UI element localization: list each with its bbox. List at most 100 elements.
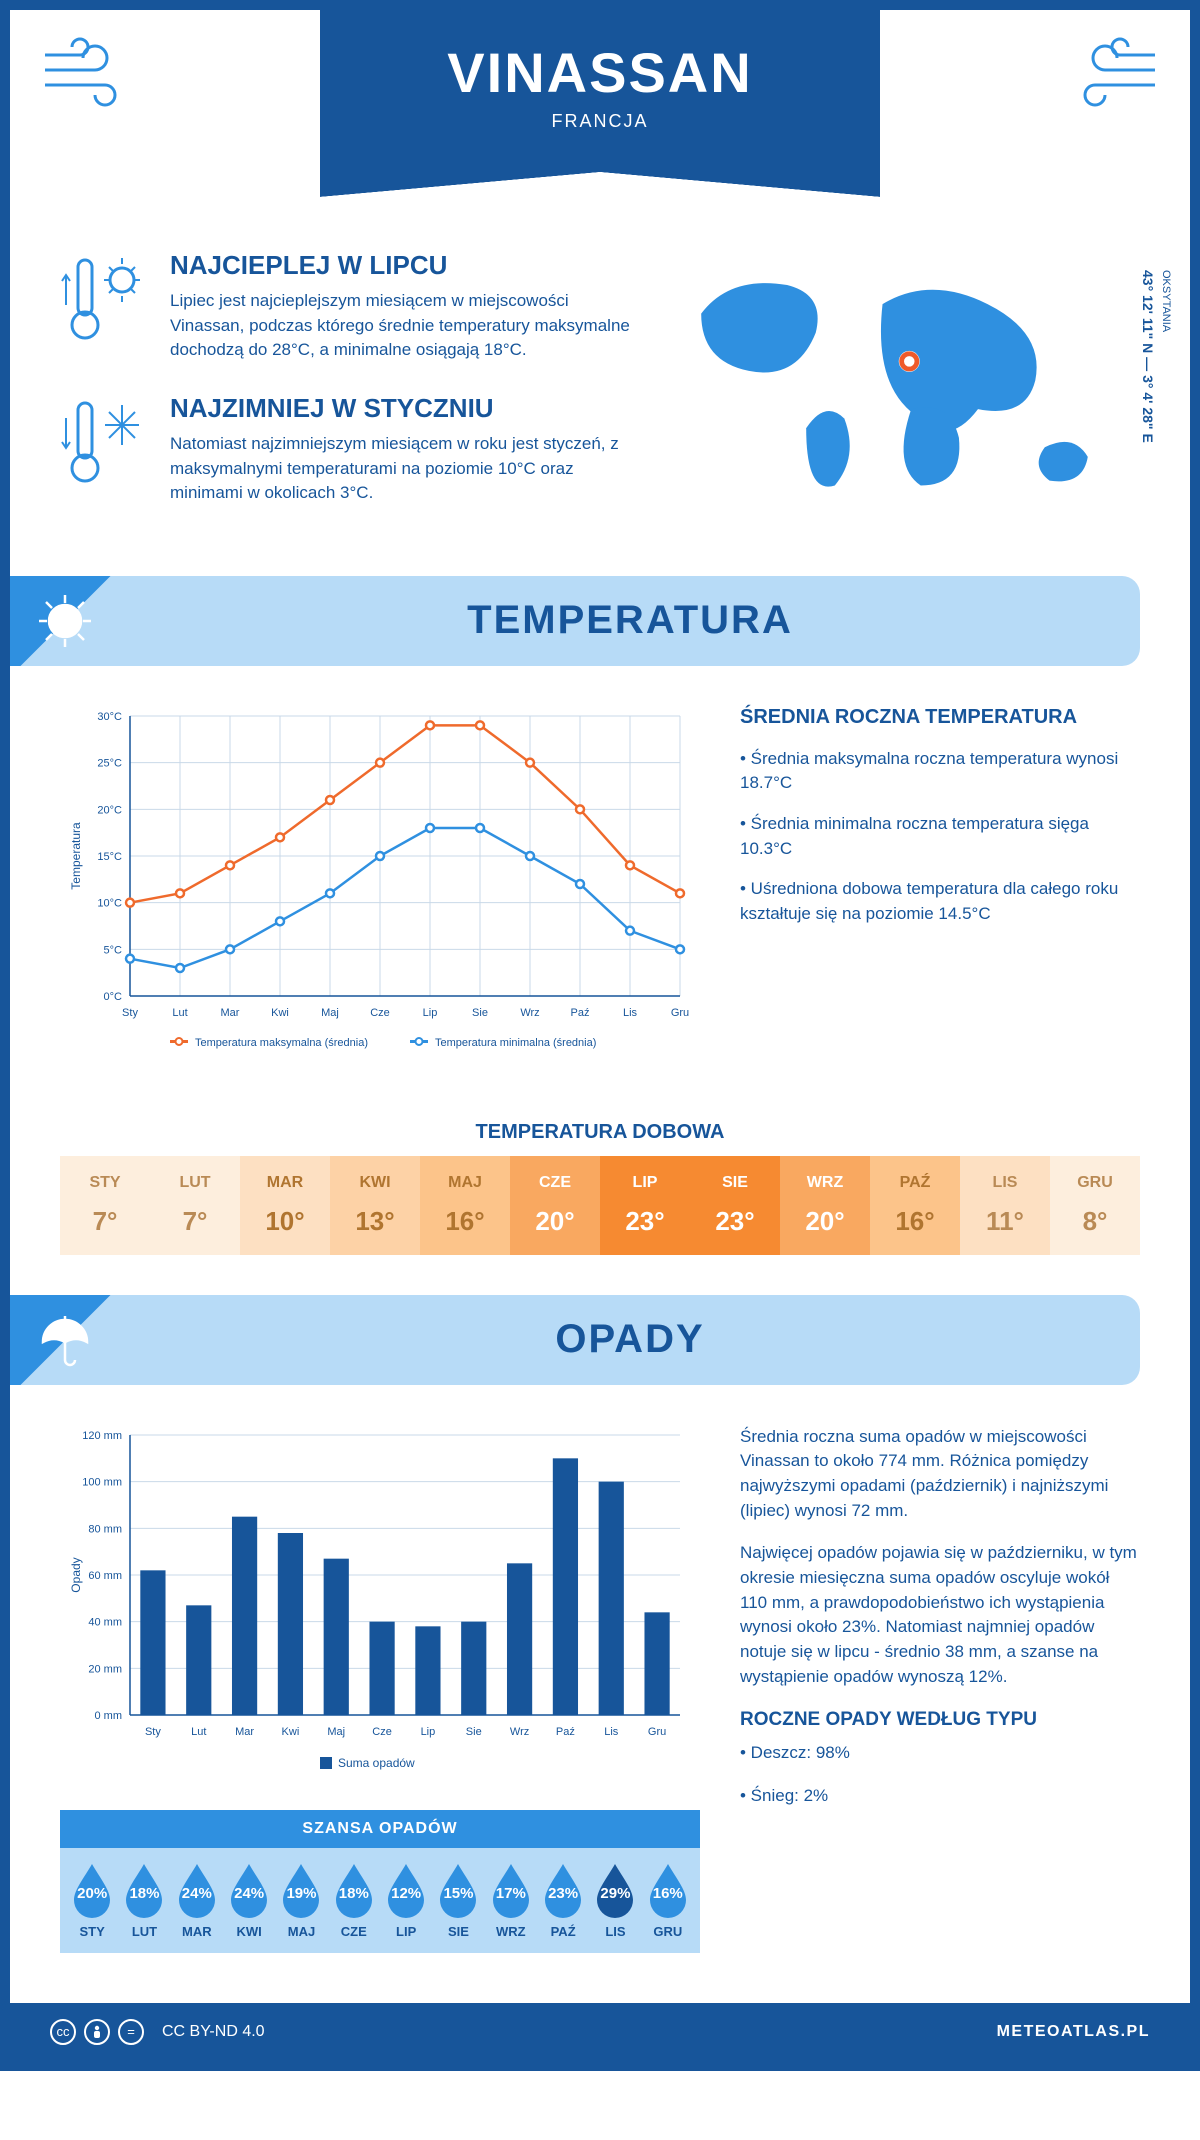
footer: cc = CC BY-ND 4.0 METEOATLAS.PL — [10, 2003, 1190, 2061]
svg-text:Cze: Cze — [372, 1726, 392, 1738]
svg-text:Paź: Paź — [571, 1007, 590, 1019]
chance-cell: 19% MAJ — [275, 1862, 327, 1939]
thermometer-snow-icon — [60, 393, 150, 506]
svg-text:Sty: Sty — [122, 1007, 138, 1019]
site-name: METEOATLAS.PL — [997, 2023, 1150, 2041]
svg-text:5°C: 5°C — [104, 944, 123, 956]
header: VINASSAN FRANCJA — [10, 10, 1190, 210]
temperature-summary: ŚREDNIA ROCZNA TEMPERATURA • Średnia mak… — [740, 706, 1140, 1071]
by-icon — [84, 2019, 110, 2045]
section-title: OPADY — [120, 1317, 1140, 1362]
svg-text:10°C: 10°C — [97, 898, 122, 910]
svg-text:Paź: Paź — [556, 1726, 575, 1738]
svg-text:Lis: Lis — [604, 1726, 619, 1738]
svg-text:25°C: 25°C — [97, 758, 122, 770]
map-panel: OKSYTANIA 43° 12' 11" N — 3° 4' 28" E — [663, 250, 1140, 536]
svg-text:Lis: Lis — [623, 1007, 638, 1019]
chance-cell: 23% PAŹ — [537, 1862, 589, 1939]
license-text: CC BY-ND 4.0 — [162, 2023, 265, 2041]
precip-p1: Średnia roczna suma opadów w miejscowośc… — [740, 1425, 1140, 1524]
svg-text:80 mm: 80 mm — [88, 1523, 122, 1535]
world-map-icon — [663, 250, 1140, 530]
sun-icon — [10, 576, 120, 666]
svg-text:Lut: Lut — [191, 1726, 206, 1738]
chance-cell: 18% LUT — [118, 1862, 170, 1939]
precip-t1: • Deszcz: 98% — [740, 1741, 1140, 1766]
svg-text:Wrz: Wrz — [520, 1007, 539, 1019]
svg-text:Temperatura maksymalna (średni: Temperatura maksymalna (średnia) — [195, 1037, 368, 1049]
svg-text:0°C: 0°C — [104, 991, 123, 1003]
coldest-title: NAJZIMNIEJ W STYCZNIU — [170, 393, 633, 424]
svg-text:Gru: Gru — [671, 1007, 689, 1019]
svg-text:Kwi: Kwi — [282, 1726, 300, 1738]
daily-cell: MAJ16° — [420, 1156, 510, 1255]
svg-text:40 mm: 40 mm — [88, 1617, 122, 1629]
precip-t2: • Śnieg: 2% — [740, 1784, 1140, 1809]
svg-text:Suma opadów: Suma opadów — [338, 1756, 415, 1770]
daily-cell: STY7° — [60, 1156, 150, 1255]
umbrella-icon — [10, 1295, 120, 1385]
svg-text:20 mm: 20 mm — [88, 1663, 122, 1675]
svg-text:30°C: 30°C — [97, 711, 122, 723]
chance-cell: 20% STY — [66, 1862, 118, 1939]
daily-cell: GRU8° — [1050, 1156, 1140, 1255]
section-banner-precipitation: OPADY — [10, 1295, 1140, 1385]
svg-text:Kwi: Kwi — [271, 1007, 289, 1019]
svg-text:Wrz: Wrz — [510, 1726, 529, 1738]
svg-text:100 mm: 100 mm — [82, 1477, 122, 1489]
chance-cell: 17% WRZ — [485, 1862, 537, 1939]
chance-cell: 24% KWI — [223, 1862, 275, 1939]
summary-p1: • Średnia maksymalna roczna temperatura … — [740, 747, 1140, 796]
chance-cell: 29% LIS — [589, 1862, 641, 1939]
svg-text:120 mm: 120 mm — [82, 1430, 122, 1442]
svg-text:Temperatura: Temperatura — [69, 822, 83, 890]
svg-text:Cze: Cze — [370, 1007, 390, 1019]
svg-text:Opady: Opady — [69, 1557, 83, 1592]
city-name: VINASSAN — [360, 40, 840, 105]
cc-icon: cc — [50, 2019, 76, 2045]
svg-text:Mar: Mar — [221, 1007, 240, 1019]
country-name: FRANCJA — [360, 111, 840, 132]
warmest-block: NAJCIEPLEJ W LIPCU Lipiec jest najcieple… — [60, 250, 633, 363]
precip-type-title: ROCZNE OPADY WEDŁUG TYPU — [740, 1709, 1140, 1731]
section-banner-temperature: TEMPERATURA — [10, 576, 1140, 666]
daily-cell: KWI13° — [330, 1156, 420, 1255]
daily-temp-title: TEMPERATURA DOBOWA — [10, 1121, 1190, 1144]
summary-title: ŚREDNIA ROCZNA TEMPERATURA — [740, 706, 1140, 729]
daily-cell: PAŹ16° — [870, 1156, 960, 1255]
chance-cell: 15% SIE — [432, 1862, 484, 1939]
wind-icon — [40, 30, 140, 126]
summary-p2: • Średnia minimalna roczna temperatura s… — [740, 812, 1140, 861]
svg-text:Lut: Lut — [172, 1007, 187, 1019]
svg-text:0 mm: 0 mm — [95, 1710, 123, 1722]
warmest-text: Lipiec jest najcieplejszym miesiącem w m… — [170, 289, 633, 363]
svg-text:15°C: 15°C — [97, 851, 122, 863]
svg-text:60 mm: 60 mm — [88, 1570, 122, 1582]
nd-icon: = — [118, 2019, 144, 2045]
daily-cell: SIE23° — [690, 1156, 780, 1255]
daily-cell: MAR10° — [240, 1156, 330, 1255]
daily-cell: LIS11° — [960, 1156, 1050, 1255]
svg-text:Lip: Lip — [421, 1726, 436, 1738]
svg-text:Lip: Lip — [423, 1007, 438, 1019]
svg-text:Sie: Sie — [472, 1007, 488, 1019]
coldest-text: Natomiast najzimniejszym miesiącem w rok… — [170, 432, 633, 506]
precipitation-summary: Średnia roczna suma opadów w miejscowośc… — [740, 1425, 1140, 1953]
chance-cell: 18% CZE — [328, 1862, 380, 1939]
infographic-page: VINASSAN FRANCJA NAJCIEPLEJ W LIPCU Lipi… — [0, 0, 1200, 2071]
svg-text:20°C: 20°C — [97, 804, 122, 816]
section-title: TEMPERATURA — [120, 598, 1140, 643]
svg-text:Temperatura minimalna (średnia: Temperatura minimalna (średnia) — [435, 1037, 596, 1049]
svg-text:Sty: Sty — [145, 1726, 161, 1738]
chance-cell: 24% MAR — [171, 1862, 223, 1939]
thermometer-sun-icon — [60, 250, 150, 363]
svg-text:Sie: Sie — [466, 1726, 482, 1738]
region-label: OKSYTANIA — [1160, 270, 1172, 332]
coldest-block: NAJZIMNIEJ W STYCZNIU Natomiast najzimni… — [60, 393, 633, 506]
daily-cell: LUT7° — [150, 1156, 240, 1255]
intro-section: NAJCIEPLEJ W LIPCU Lipiec jest najcieple… — [10, 210, 1190, 566]
daily-cell: WRZ20° — [780, 1156, 870, 1255]
precip-p2: Najwięcej opadów pojawia się w październ… — [740, 1541, 1140, 1689]
daily-cell: LIP23° — [600, 1156, 690, 1255]
svg-text:Gru: Gru — [648, 1726, 666, 1738]
